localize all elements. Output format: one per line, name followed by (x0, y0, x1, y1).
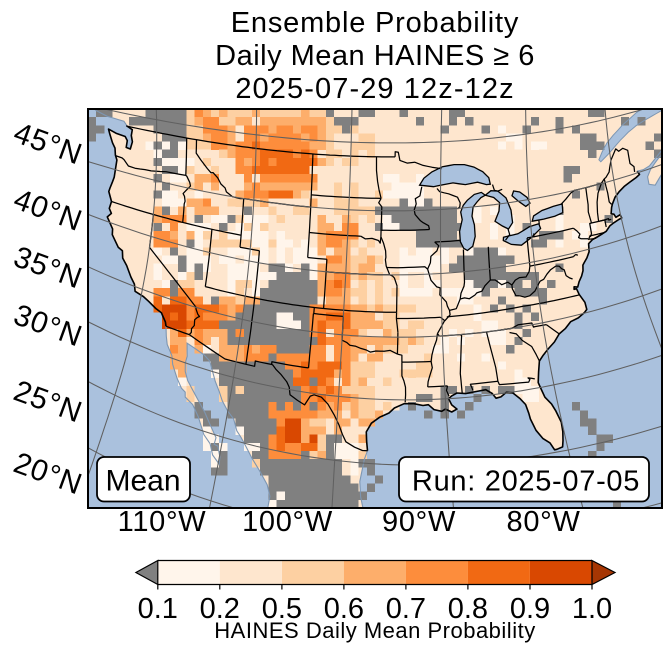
svg-text:Run: 2025-07-05: Run: 2025-07-05 (412, 466, 640, 498)
svg-text:90°W: 90°W (382, 506, 456, 538)
svg-text:0.1: 0.1 (138, 593, 178, 625)
svg-text:Ensemble Probability: Ensemble Probability (231, 7, 519, 39)
svg-text:0.2: 0.2 (200, 593, 240, 625)
svg-text:Mean: Mean (105, 465, 180, 498)
svg-text:110°W: 110°W (118, 506, 207, 538)
svg-text:0.6: 0.6 (324, 593, 364, 625)
svg-text:100°W: 100°W (242, 506, 333, 538)
svg-text:0.7: 0.7 (386, 593, 426, 625)
svg-text:80°W: 80°W (506, 506, 580, 538)
svg-text:Daily Mean HAINES ≥ 6: Daily Mean HAINES ≥ 6 (215, 40, 535, 72)
svg-text:0.5: 0.5 (262, 593, 302, 625)
svg-text:HAINES Daily Mean Probability: HAINES Daily Mean Probability (214, 618, 535, 643)
svg-text:2025-07-29 12z-12z: 2025-07-29 12z-12z (235, 73, 514, 105)
svg-text:1.0: 1.0 (572, 593, 612, 625)
svg-text:0.9: 0.9 (510, 593, 550, 625)
svg-text:0.8: 0.8 (448, 593, 488, 625)
